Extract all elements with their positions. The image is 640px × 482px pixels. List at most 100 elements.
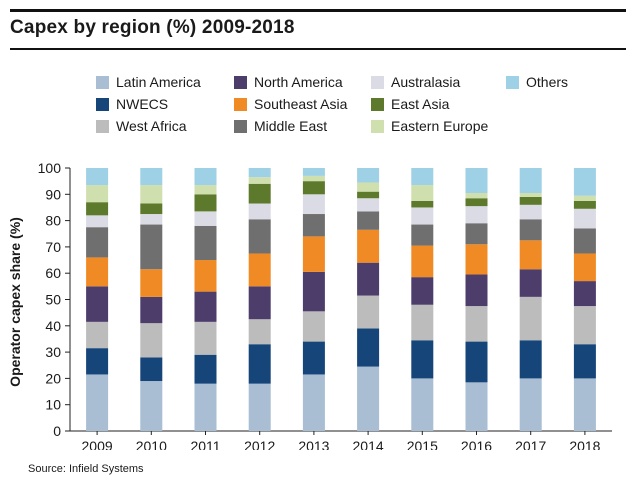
y-tick-label: 40 [45,318,61,334]
bar-segment-west-africa-2018 [573,306,596,345]
legend-swatch-southeast-asia [234,97,247,111]
bar-segment-southeast-asia-2016 [465,244,488,275]
legend-swatch-middle-east [234,119,247,133]
x-tick-label: 2009 [82,438,113,450]
bar-segment-east-asia-2015 [411,200,434,208]
legend-label: East Asia [391,96,450,112]
legend-item-nwecs: NWECS [96,96,168,112]
stacked-bar-chart: 0 10 20 30 40 50 60 70 80 90 100 2009 2010 2011 2012 20… [38,160,612,450]
bar-segment-others-2013 [302,168,325,176]
y-tick-label: 80 [45,213,61,229]
bar-segment-latin-america-2013 [302,374,325,431]
bar-segment-others-2009 [86,168,109,186]
bar-segment-australasia-2012 [248,203,271,220]
bar-segment-east-asia-2013 [302,181,325,195]
bar-segment-eastern-europe-2018 [573,195,596,201]
bar-segment-middle-east-2018 [573,228,596,254]
legend-item-others: Others [506,74,568,90]
bar-segment-middle-east-2016 [465,223,488,245]
bar-segment-west-africa-2009 [86,321,109,349]
legend-label: NWECS [116,96,169,112]
bar-segment-north-america-2012 [248,286,271,320]
bar-segment-latin-america-2014 [357,366,380,431]
bar-segment-middle-east-2017 [519,219,542,241]
bar-segment-middle-east-2013 [302,214,325,237]
bar-segment-middle-east-2012 [248,219,271,254]
bar-segment-southeast-asia-2015 [411,245,434,278]
bar-segment-eastern-europe-2011 [194,185,217,195]
x-tick-label: 2010 [136,438,167,450]
y-tick-label: 10 [45,397,61,413]
bar-segment-east-asia-2011 [194,194,217,212]
bar-segment-southeast-asia-2010 [140,269,163,297]
bar-segment-east-asia-2016 [465,198,488,207]
bar-segment-southeast-asia-2018 [573,253,596,282]
legend-item-southeast-asia: Southeast Asia [234,96,347,112]
bar-segment-north-america-2009 [86,286,109,322]
legend-swatch-australasia [371,75,384,89]
bar-segment-latin-america-2011 [194,383,217,431]
y-tick-label: 20 [45,370,61,386]
bar-segment-nwecs-2009 [86,348,109,375]
legend-item-middle-east: Middle East [234,118,327,134]
x-tick-label: 2017 [515,438,546,450]
legend-label: North America [254,74,343,90]
bar-segment-australasia-2015 [411,207,434,225]
bar-segment-nwecs-2015 [411,340,434,379]
bar-segment-west-africa-2014 [357,295,380,329]
bar-segment-eastern-europe-2017 [519,192,542,197]
bar-segment-others-2017 [519,168,542,193]
legend-item-eastern-europe: Eastern Europe [371,118,488,134]
bar-segment-middle-east-2011 [194,225,217,261]
bar-segment-nwecs-2011 [194,354,217,384]
bar-segment-latin-america-2018 [573,378,596,431]
bar-segment-australasia-2010 [140,214,163,225]
legend-swatch-nwecs [96,97,109,111]
legend-label: Others [526,74,569,90]
bar-segment-australasia-2013 [302,194,325,215]
bar-segment-australasia-2017 [519,204,542,220]
bar-segment-nwecs-2012 [248,344,271,384]
bar-segment-eastern-europe-2012 [248,177,271,184]
bar-segment-others-2011 [194,168,217,186]
bar-segment-north-america-2017 [519,269,542,297]
bar-segment-others-2010 [140,168,163,186]
bar-segment-eastern-europe-2014 [357,182,380,192]
legend-swatch-north-america [234,75,247,89]
y-tick-label: 50 [45,292,61,308]
bar-segment-middle-east-2009 [86,227,109,258]
bar-segment-nwecs-2013 [302,341,325,375]
bar-segment-southeast-asia-2012 [248,253,271,287]
legend-swatch-eastern-europe [371,119,384,133]
bar-segment-latin-america-2017 [519,378,542,431]
bar-segment-others-2016 [465,168,488,193]
bar-segment-west-africa-2012 [248,319,271,345]
bar-segment-australasia-2014 [357,198,380,212]
bar-segment-nwecs-2010 [140,357,163,382]
bar-segment-north-america-2014 [357,262,380,296]
bar-segment-eastern-europe-2009 [86,185,109,203]
chart-title: Capex by region (%) 2009-2018 [10,17,295,38]
bar-segment-eastern-europe-2013 [302,175,325,182]
bar-segment-australasia-2016 [465,206,488,224]
y-tick-label: 60 [45,265,61,281]
bar-segment-west-africa-2010 [140,323,163,358]
legend-item-west-africa: West Africa [96,118,187,134]
bar-segment-middle-east-2014 [357,211,380,230]
bar-segment-latin-america-2010 [140,381,163,431]
legend-swatch-others [506,75,519,89]
x-tick-label: 2018 [569,438,600,450]
bar-segment-southeast-asia-2014 [357,229,380,263]
bar-segment-latin-america-2009 [86,374,109,431]
x-tick-label: 2011 [190,438,220,450]
bar-segment-east-asia-2009 [86,202,109,216]
bar-segment-eastern-europe-2010 [140,185,163,204]
bar-segment-west-africa-2017 [519,296,542,341]
y-tick-label: 0 [53,423,61,439]
legend-item-east-asia: East Asia [371,96,449,112]
bar-segment-eastern-europe-2015 [411,185,434,201]
bar-segment-latin-america-2016 [465,382,488,431]
legend-swatch-east-asia [371,97,384,111]
bar-segment-nwecs-2017 [519,340,542,379]
legend-item-australasia: Australasia [371,74,460,90]
